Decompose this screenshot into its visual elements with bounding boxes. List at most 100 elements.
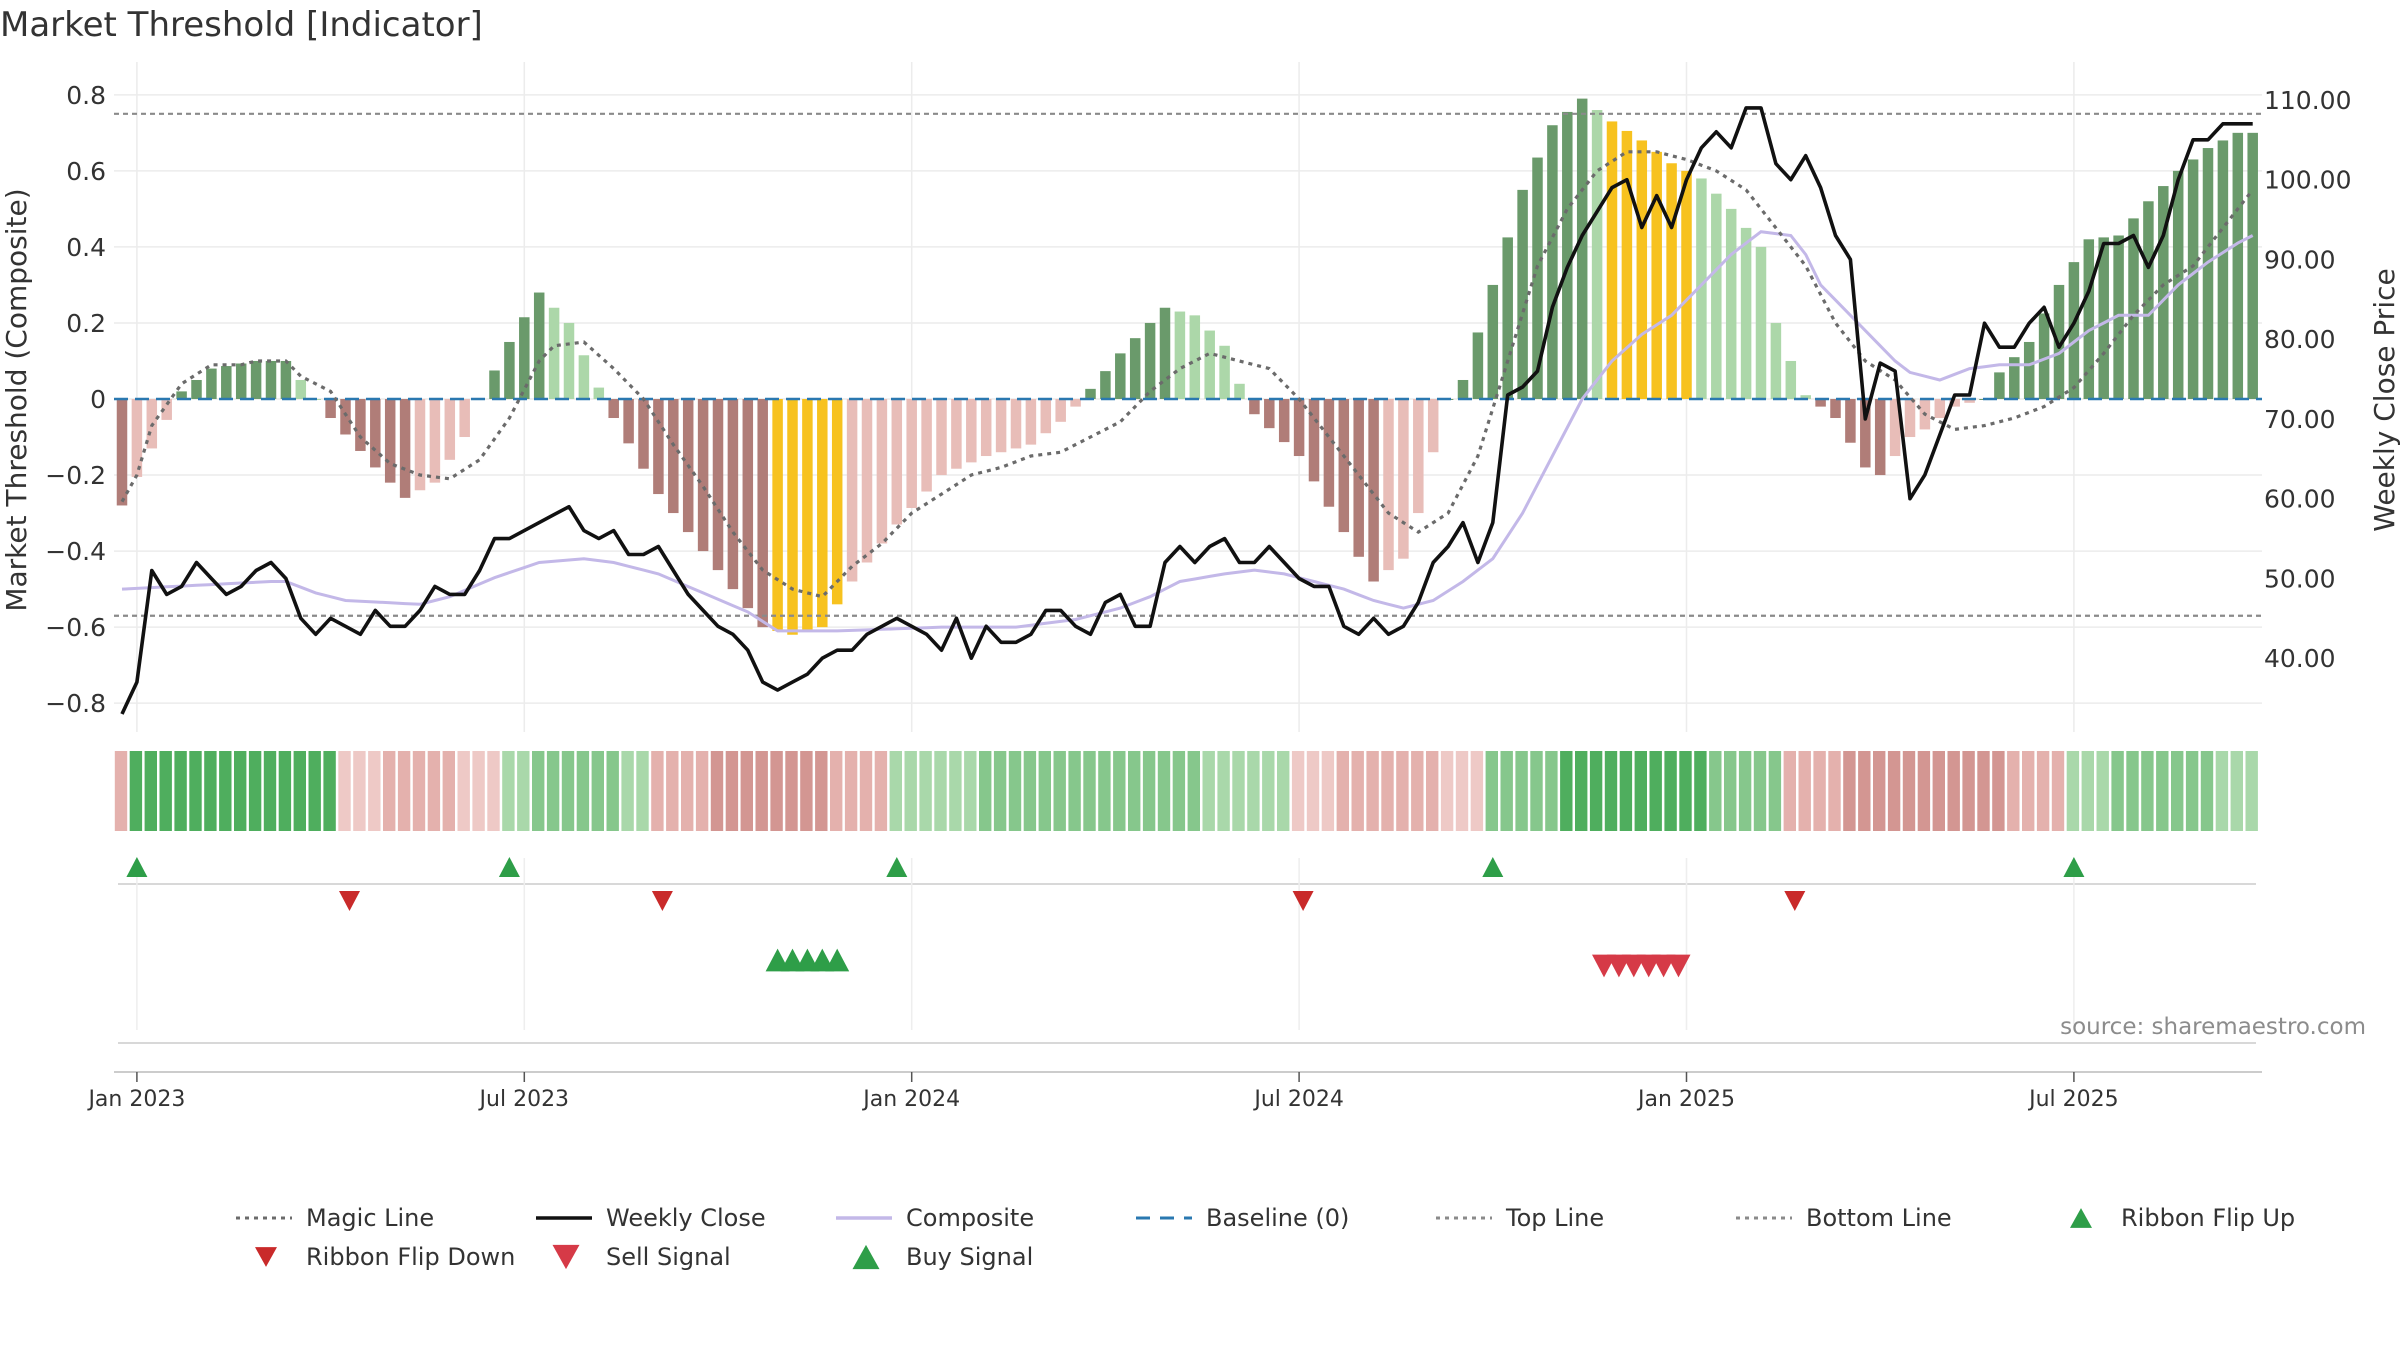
chart-title: Market Threshold [Indicator]: [0, 5, 483, 45]
legend-label: Sell Signal: [606, 1243, 731, 1271]
x-tick-label: Jan 2023: [86, 1087, 185, 1112]
composite-bar: [861, 399, 873, 563]
ribbon-cell: [1232, 751, 1245, 831]
composite-bar: [742, 399, 754, 609]
legend-item: Ribbon Flip Up: [2070, 1204, 2295, 1232]
composite-bar: [1547, 125, 1558, 400]
composite-bar: [176, 391, 187, 399]
x-tick-label: Jul 2024: [1252, 1087, 1344, 1112]
legend-item: Baseline (0): [1136, 1204, 1349, 1232]
ribbon-cell: [1381, 751, 1394, 831]
ribbon-cell: [844, 751, 858, 831]
ribbon-cell: [1962, 751, 1975, 831]
left-tick-label: 0.2: [66, 309, 106, 338]
ribbon-cell: [2111, 751, 2124, 831]
composite-line: [121, 230, 2254, 633]
ribbon-cell: [442, 751, 455, 831]
ribbon-cell: [2066, 751, 2080, 831]
ribbon-cell: [293, 751, 306, 831]
composite-bar: [1010, 399, 1022, 449]
legend-label: Baseline (0): [1206, 1204, 1349, 1232]
ribbon-cell: [2022, 751, 2035, 831]
composite-bar: [235, 363, 247, 399]
legend-label: Composite: [906, 1204, 1034, 1232]
composite-bar: [846, 399, 858, 582]
composite-bar: [2098, 237, 2109, 399]
ribbon-cell: [815, 751, 828, 831]
ribbon-cell: [502, 751, 515, 831]
ribbon-cell: [1843, 751, 1856, 831]
composite-bars: [116, 98, 2258, 635]
ribbon-cell: [1306, 751, 1320, 831]
ribbon-flip-down-marker: [1784, 891, 1806, 911]
ribbon-cell: [874, 751, 888, 831]
ribbon-cell: [1038, 751, 1051, 831]
ribbon-cell: [1992, 751, 2005, 831]
ribbon-cell: [621, 751, 634, 831]
ribbon-cell: [1873, 751, 1886, 831]
ribbon-cell: [1083, 751, 1096, 831]
ribbon-cell: [2171, 751, 2184, 831]
composite-bar: [995, 399, 1007, 453]
composite-bar: [1100, 371, 1111, 399]
legend-label: Buy Signal: [906, 1243, 1033, 1271]
composite-bar: [563, 322, 575, 399]
composite-bar: [1338, 399, 1350, 533]
composite-bar: [1934, 399, 1946, 419]
ribbon-cell: [636, 751, 649, 831]
ribbon-cell: [308, 751, 321, 831]
main-plot-panel: 0.8 0.6 0.4 0.2 0 −0.2 −0.4 −0.6 −0.8 110.00 100.…: [45, 62, 2351, 732]
composite-bar: [817, 399, 828, 628]
composite-bar: [295, 379, 307, 399]
composite-bar: [921, 399, 932, 492]
ribbon-cell: [591, 751, 604, 831]
composite-bar: [876, 399, 888, 544]
sell-signal-marker: [1666, 954, 1691, 978]
composite-bar: [980, 399, 992, 457]
ribbon-cell: [1604, 751, 1618, 831]
ribbon-cell: [1798, 751, 1811, 831]
ribbon-cell: [1351, 751, 1364, 831]
composite-bar: [1070, 399, 1081, 407]
ribbon-cell: [561, 751, 575, 831]
composite-bar: [608, 399, 619, 419]
ribbon-cell: [1113, 751, 1126, 831]
ribbon-flip-down-marker: [651, 891, 673, 911]
x-tick-label: Jan 2024: [861, 1087, 960, 1112]
composite-bar: [2217, 140, 2229, 399]
composite-bar: [1725, 208, 1737, 399]
ribbon-cell: [1694, 751, 1707, 831]
ribbon-cell: [2007, 751, 2020, 831]
legend-swatch: [552, 1244, 580, 1270]
ribbon-cell: [2141, 751, 2154, 831]
magic-line: [120, 150, 2254, 599]
composite-bar: [1398, 399, 1409, 559]
ribbon-cell: [1753, 751, 1767, 831]
weekly-close-line: [120, 106, 2253, 715]
ribbon-cell: [1455, 751, 1469, 831]
ribbon-cell: [1649, 751, 1662, 831]
composite-bar: [1234, 383, 1245, 399]
composite-bar: [429, 399, 441, 483]
ribbon-cell: [2200, 751, 2214, 831]
composite-bar: [399, 399, 411, 498]
ribbon-cell: [1157, 751, 1171, 831]
composite-bar: [131, 399, 143, 477]
ribbon-cell: [1291, 751, 1305, 831]
ribbon-cell: [248, 751, 262, 831]
left-axis-label: Market Threshold (Composite): [0, 188, 33, 611]
composite-bar: [2023, 341, 2035, 399]
ribbon-cell: [397, 751, 411, 831]
composite-bar: [221, 366, 232, 399]
composite-bar: [370, 399, 381, 468]
ribbon-cell: [859, 751, 873, 831]
ribbon-cell: [323, 751, 336, 831]
ribbon-cell: [2081, 751, 2094, 831]
ribbon-cell: [1500, 751, 1513, 831]
legend-swatch: [852, 1244, 880, 1270]
right-tick-label: 90.00: [2264, 245, 2336, 274]
ribbon-cell: [1142, 751, 1156, 831]
right-tick-label: 50.00: [2264, 564, 2336, 593]
composite-bar: [2247, 132, 2258, 399]
